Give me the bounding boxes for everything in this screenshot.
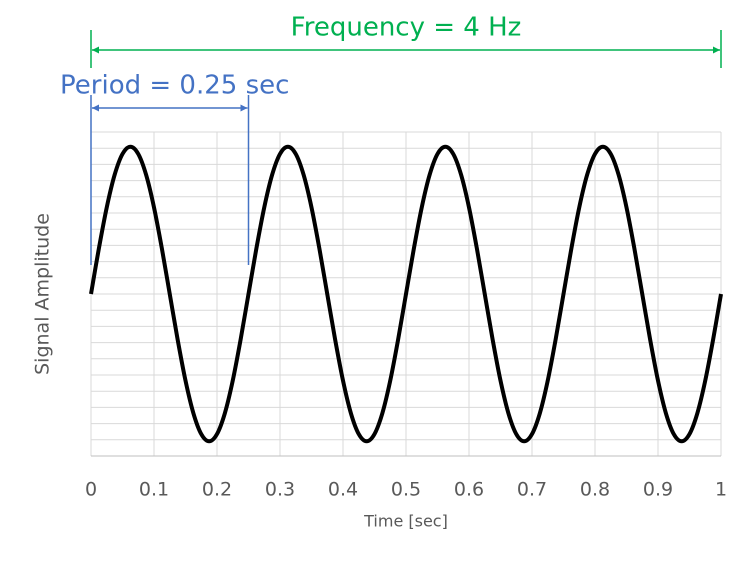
x-tick-label: 0.6 <box>454 479 484 501</box>
x-tick-label: 0.7 <box>517 479 547 501</box>
x-tick-label: 0.3 <box>265 479 295 501</box>
y-axis-label: Signal Amplitude <box>32 213 54 375</box>
x-axis-label: Time [sec] <box>363 512 448 531</box>
x-tick-label: 0.4 <box>328 479 358 501</box>
x-tick-label: 0.8 <box>580 479 610 501</box>
x-tick-label: 0.5 <box>391 479 421 501</box>
x-tick-label: 0.9 <box>643 479 673 501</box>
x-tick-label: 0 <box>85 479 97 501</box>
x-tick-label: 0.1 <box>139 479 169 501</box>
annotation-label: Frequency = 4 Hz <box>291 13 522 43</box>
signal-line <box>89 144 723 444</box>
x-tick-label: 1 <box>715 479 727 501</box>
annotation-label: Period = 0.25 sec <box>60 71 289 101</box>
x-tick-label: 0.2 <box>202 479 232 501</box>
